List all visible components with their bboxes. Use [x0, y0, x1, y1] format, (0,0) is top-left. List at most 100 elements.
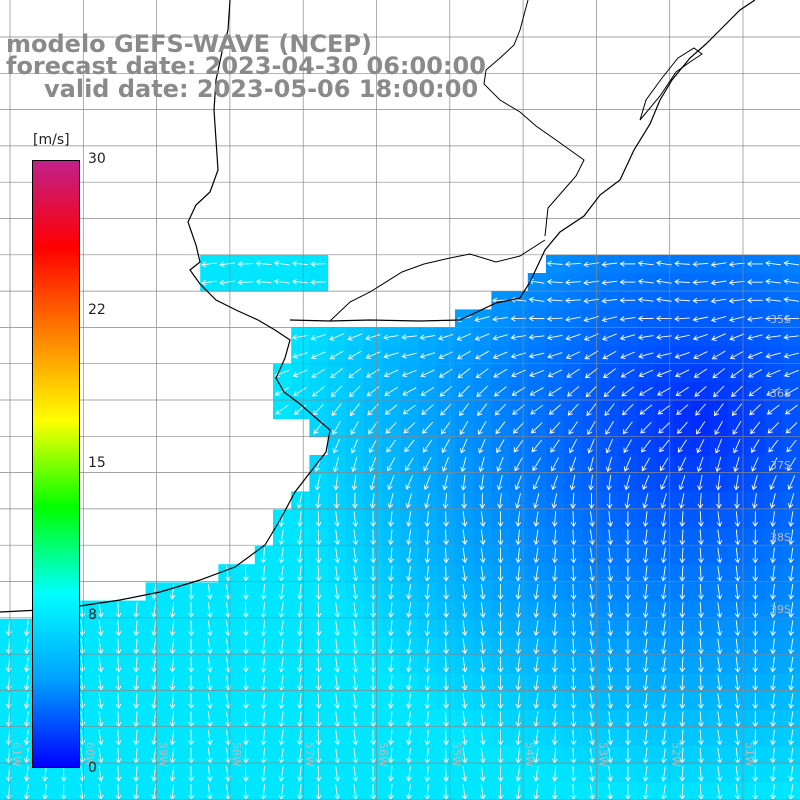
wind-arrow: [115, 693, 122, 710]
wind-arrow: [698, 729, 704, 746]
wind-arrow: [206, 675, 213, 691]
wind-arrow: [497, 547, 504, 564]
wind-arrow: [698, 602, 704, 619]
wind-arrow: [406, 711, 412, 728]
wind-arrow: [641, 457, 651, 472]
wind-arrow: [731, 403, 743, 417]
colorbar-gradient: [32, 160, 80, 768]
wind-arrow: [734, 583, 741, 600]
wind-arrow: [115, 729, 122, 746]
wind-arrow: [420, 369, 435, 378]
wind-arrow: [752, 547, 759, 564]
wind-arrow: [97, 693, 104, 709]
wind-arrow: [660, 638, 667, 655]
wind-arrow: [23, 620, 30, 637]
wind-arrow: [641, 439, 651, 453]
wind-arrow: [515, 602, 522, 619]
wind-arrow: [474, 333, 490, 341]
wind-arrow: [752, 583, 759, 600]
wind-arrow: [297, 674, 303, 691]
wind-arrow: [693, 368, 708, 378]
wind-arrow: [551, 765, 558, 782]
wind-arrow: [570, 729, 577, 746]
map-title: modelo GEFS-WAVE (NCEP): [6, 30, 372, 58]
wind-arrow: [169, 602, 176, 619]
wind-arrow: [352, 584, 359, 600]
wind-arrow: [748, 386, 762, 397]
wind-arrow: [733, 474, 740, 491]
wind-arrow: [734, 602, 741, 618]
wind-arrow: [642, 674, 649, 691]
wind-arrow: [388, 638, 394, 655]
wind-arrow: [475, 350, 490, 360]
wind-arrow: [770, 711, 776, 728]
wind-arrow: [479, 511, 486, 527]
wind-arrow: [619, 334, 636, 341]
wind-arrow: [533, 693, 540, 709]
wind-arrow: [734, 638, 741, 655]
wind-arrow: [550, 439, 560, 453]
wind-arrow: [497, 729, 504, 746]
wind-arrow: [474, 316, 490, 323]
wind-arrow: [783, 369, 799, 378]
wind-arrow: [728, 261, 745, 268]
wind-arrow: [492, 351, 508, 360]
wind-arrow: [97, 711, 104, 728]
longitude-labels: 61W 60W 59W 58W 57W 56W 55W 54W 53W 52W 51W: [10, 742, 756, 767]
wind-arrow: [278, 729, 285, 746]
wind-arrow: [642, 475, 650, 491]
wind-arrow: [274, 387, 289, 396]
wind-arrow: [679, 565, 686, 582]
wind-arrow: [315, 765, 322, 782]
wind-arrow: [638, 369, 654, 378]
wind-arrow: [292, 334, 308, 341]
wind-arrow: [388, 656, 394, 673]
wind-arrow: [732, 421, 742, 435]
wind-arrow: [770, 656, 776, 673]
wind-arrow: [656, 352, 672, 359]
wind-arrow: [607, 693, 614, 709]
wind-arrow: [388, 583, 394, 600]
wind-arrow: [529, 369, 545, 378]
lat-label: 35S: [770, 313, 791, 326]
colorbar-tick: 0: [88, 760, 97, 776]
wind-arrow: [23, 638, 30, 655]
wind-arrow: [492, 297, 509, 304]
wind-arrow: [660, 711, 667, 728]
coastline-south-america: [0, 0, 331, 613]
wind-arrow: [365, 368, 380, 378]
wind-arrow: [625, 765, 631, 782]
wind-arrow: [788, 766, 795, 782]
wind-arrow: [370, 765, 377, 782]
wind-arrow: [565, 316, 581, 323]
lon-label: 54W: [523, 742, 536, 767]
wind-arrow: [625, 656, 631, 673]
wind-arrow: [586, 403, 597, 417]
wind-arrow: [587, 438, 595, 454]
wind-arrow: [479, 492, 486, 509]
wind-arrow: [402, 387, 417, 396]
wind-arrow: [461, 656, 468, 673]
wind-arrow: [402, 404, 416, 415]
wind-arrow: [496, 439, 505, 454]
wind-arrow: [169, 729, 176, 746]
wind-arrow: [242, 620, 249, 637]
wind-arrow: [752, 656, 759, 673]
wind-arrow: [406, 547, 412, 564]
wind-arrow: [747, 316, 763, 322]
wind-arrow: [5, 620, 12, 637]
wind-arrow: [443, 620, 449, 637]
wind-arrow: [528, 334, 545, 340]
wind-arrow: [601, 333, 617, 341]
wind-arrow: [133, 674, 140, 691]
wind-arrow: [716, 529, 723, 546]
wind-arrow: [769, 457, 778, 472]
wind-arrow: [788, 620, 795, 637]
wind-arrow: [461, 620, 468, 637]
wind-arrow: [384, 404, 398, 415]
wind-arrow: [752, 693, 759, 710]
wind-arrow: [169, 693, 176, 710]
wind-arrow: [783, 278, 800, 285]
wind-arrow: [151, 766, 157, 782]
wind-arrow: [476, 385, 488, 398]
